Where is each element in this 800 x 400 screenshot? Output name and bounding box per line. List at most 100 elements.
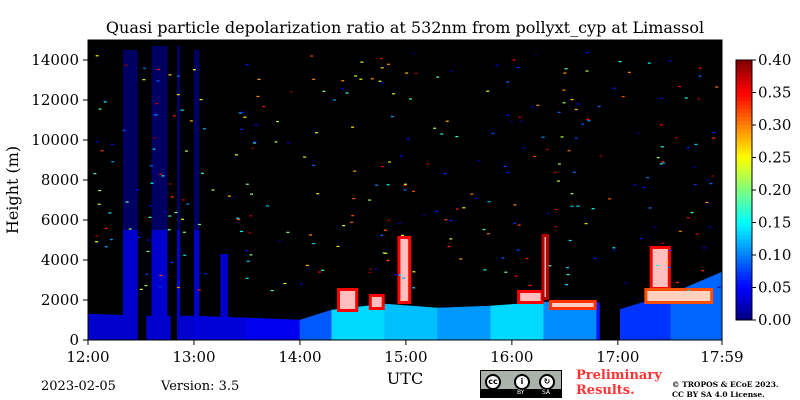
noise-pixel [702, 247, 706, 249]
noise-pixel [562, 89, 566, 91]
noise-pixel [534, 55, 538, 57]
noise-pixel [486, 90, 490, 92]
noise-pixel [97, 203, 101, 205]
noise-pixel [232, 196, 236, 198]
noise-pixel [110, 143, 114, 146]
colorbar-segment [736, 255, 752, 260]
colorbar-segment [736, 104, 752, 110]
noise-pixel [172, 115, 176, 117]
noise-pixel [276, 120, 280, 123]
noise-pixel [591, 208, 595, 210]
share-alike-icon: ↻ [539, 374, 555, 390]
colorbar-segment [736, 214, 752, 219]
noise-pixel [440, 133, 444, 135]
noise-pixel [445, 120, 449, 122]
y-tick-label: 0 [69, 331, 79, 349]
noise-pixel [265, 205, 269, 207]
colorbar-segment [736, 157, 752, 163]
colorbar-segment [736, 112, 752, 118]
noise-pixel [380, 234, 384, 237]
aerosol-layer-core [371, 297, 382, 307]
noise-pixel [386, 184, 390, 186]
noise-pixel [404, 183, 408, 185]
noise-pixel [409, 98, 413, 100]
colorbar-tick-label: 0.35 [758, 84, 791, 102]
noise-pixel [698, 75, 702, 77]
x-tick-label: 16:00 [490, 348, 533, 366]
noise-pixel [180, 218, 184, 220]
noise-pixel [154, 114, 158, 116]
preliminary-notice: Preliminary Results. [576, 368, 662, 398]
noise-pixel [574, 108, 578, 111]
noise-pixel [148, 216, 152, 218]
noise-pixel [584, 223, 588, 225]
noise-pixel [383, 229, 387, 231]
noise-pixel [435, 210, 439, 212]
noise-pixel [352, 197, 356, 200]
boundary-layer-segment [193, 315, 248, 341]
noise-pixel [159, 274, 163, 277]
y-tick-label: 12000 [31, 91, 79, 109]
noise-pixel [95, 141, 99, 143]
noise-pixel [487, 201, 491, 203]
boundary-layer-segment [87, 313, 142, 341]
noise-pixel [565, 284, 569, 286]
noise-pixel [447, 246, 451, 248]
noise-pixel [168, 183, 172, 185]
noise-pixel [624, 282, 628, 284]
noise-pixel [240, 128, 244, 130]
noise-pixel [486, 233, 490, 235]
noise-pixel [243, 116, 247, 118]
colorbar-tick-label: 0.10 [758, 246, 791, 264]
noise-pixel [100, 150, 104, 152]
noise-pixel [522, 147, 526, 149]
colorbar-segment [736, 283, 752, 288]
noise-pixel [245, 64, 249, 66]
noise-pixel [517, 224, 521, 226]
noise-pixel [553, 171, 557, 174]
colorbar-segment [736, 137, 752, 142]
noise-pixel [513, 204, 517, 206]
boundary-layer-segment [140, 315, 195, 341]
colorbar-tick-label: 0.40 [758, 51, 791, 69]
noise-pixel [136, 189, 140, 191]
colorbar-segment [736, 64, 752, 69]
colorbar-segment [736, 311, 752, 317]
noise-pixel [380, 166, 384, 168]
noise-pixel [104, 227, 108, 229]
noise-pixel [639, 237, 643, 240]
noise-pixel [612, 249, 616, 251]
noise-pixel [197, 223, 201, 226]
noise-pixel [586, 118, 590, 121]
colorbar-segment [736, 149, 752, 154]
noise-pixel [152, 148, 156, 150]
noise-pixel [387, 219, 391, 222]
noise-pixel [518, 116, 522, 118]
noise-pixel [711, 175, 715, 177]
noise-pixel [656, 264, 660, 267]
noise-pixel [392, 93, 396, 95]
noise-pixel [137, 236, 141, 238]
noise-pixel [506, 81, 510, 83]
date-label: 2023-02-05 [41, 379, 116, 394]
noise-pixel [403, 184, 407, 186]
noise-pixel [183, 254, 187, 256]
y-tick-label: 10000 [31, 131, 79, 149]
noise-pixel [423, 214, 427, 216]
noise-pixel [354, 75, 358, 77]
colorbar-segment [736, 177, 752, 183]
colorbar-segment [736, 125, 752, 130]
noise-pixel [513, 222, 517, 224]
noise-pixel [399, 155, 403, 157]
noise-pixel [151, 171, 155, 173]
noise-pixel [402, 277, 406, 279]
noise-pixel [341, 80, 345, 82]
colorbar-segment [736, 222, 752, 228]
aerosol-layer-core [647, 291, 711, 301]
noise-pixel [235, 154, 239, 156]
noise-pixel [566, 273, 570, 276]
colorbar-segment [736, 291, 752, 297]
x-tick-label: 12:00 [66, 348, 109, 366]
noise-pixel [180, 109, 184, 111]
noise-pixel [342, 224, 346, 227]
